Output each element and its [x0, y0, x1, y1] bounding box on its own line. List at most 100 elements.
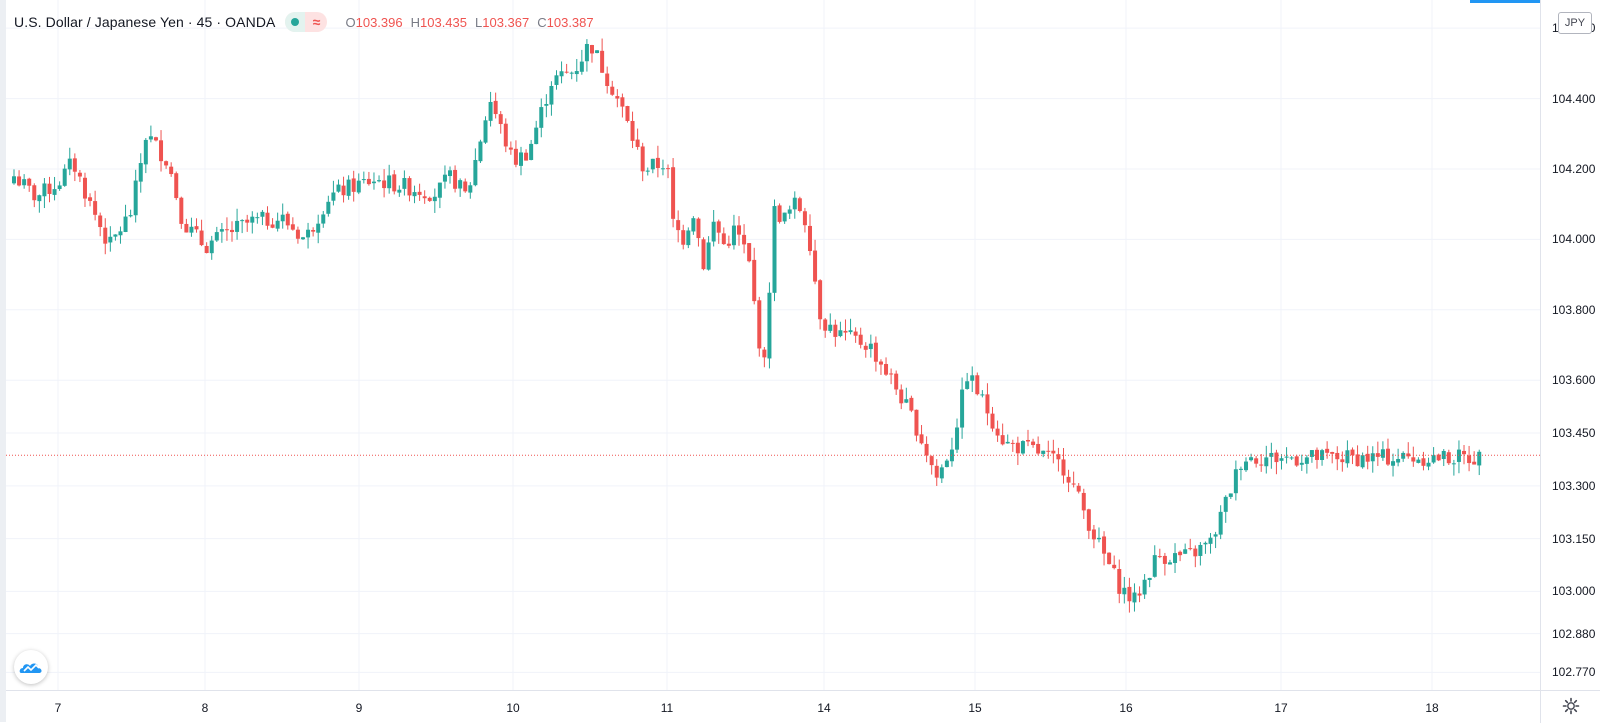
candle-217: [1112, 555, 1117, 570]
currency-badge[interactable]: JPY: [1558, 12, 1592, 34]
candle-8: [52, 176, 57, 201]
candle-15: [88, 193, 93, 207]
candle-156: [802, 207, 807, 233]
candle-13: [77, 169, 82, 183]
candle-body: [787, 209, 792, 214]
candle-103: [534, 120, 539, 145]
candle-body: [417, 191, 422, 195]
candle-body: [686, 230, 691, 246]
candle-body: [27, 178, 32, 186]
candle-body: [1041, 450, 1046, 454]
candle-body: [955, 427, 960, 450]
candle-219: [1122, 576, 1127, 604]
time-scale[interactable]: [6, 690, 1540, 723]
candle-289: [1477, 449, 1482, 476]
candle-body: [1238, 468, 1243, 470]
candle-body: [1036, 443, 1041, 454]
candle-233: [1193, 545, 1198, 568]
candle-body: [792, 197, 797, 210]
candle-body: [960, 389, 965, 428]
candle-17: [98, 212, 103, 237]
candle-body: [863, 345, 868, 350]
candle-196: [1005, 434, 1010, 444]
candle-6: [42, 177, 47, 209]
candle-65: [341, 176, 346, 203]
candle-body: [62, 168, 67, 186]
candle-127: [655, 145, 660, 178]
candle-35: [189, 217, 194, 237]
candle-body: [209, 240, 214, 254]
candle-258: [1320, 448, 1325, 466]
status-pill[interactable]: ≈: [285, 12, 328, 32]
candle-body: [1071, 483, 1076, 485]
candle-body: [128, 215, 133, 217]
candle-96: [498, 111, 503, 134]
candle-176: [904, 387, 909, 404]
candle-173: [889, 368, 894, 385]
candle-body: [1254, 458, 1259, 464]
candle-57: [300, 236, 305, 240]
candle-38: [204, 242, 209, 254]
candle-body: [1208, 537, 1213, 544]
candle-197: [1010, 439, 1015, 452]
candle-body: [508, 147, 513, 150]
candle-body: [544, 103, 549, 106]
candle-body: [1132, 592, 1137, 603]
candle-body: [311, 229, 316, 232]
candle-body: [1107, 552, 1112, 565]
candle-40: [214, 226, 219, 242]
candle-37: [199, 219, 204, 247]
candle-body: [828, 324, 833, 331]
candle-body: [138, 163, 143, 182]
candle-body: [189, 226, 194, 233]
candle-body: [640, 146, 645, 172]
candle-200: [1026, 429, 1030, 447]
candle-237: [1213, 531, 1218, 549]
candle-249: [1274, 449, 1279, 475]
candle-body: [1203, 542, 1208, 545]
candle-body: [813, 250, 818, 282]
symbol-title[interactable]: U.S. Dollar / Japanese Yen · 45 · OANDA: [14, 14, 276, 30]
candle-157: [807, 214, 812, 256]
candle-148: [762, 346, 767, 368]
candle-139: [716, 219, 721, 244]
candle-body: [1406, 453, 1411, 457]
candle-278: [1421, 451, 1426, 471]
candle-108: [559, 61, 564, 84]
candle-body: [747, 243, 752, 262]
candle-168: [863, 342, 868, 358]
candle-162: [833, 319, 838, 347]
candle-126: [650, 158, 655, 174]
candle-body: [944, 460, 949, 468]
candle-body: [1289, 457, 1294, 459]
candle-body: [72, 158, 77, 172]
candle-body: [1345, 450, 1350, 464]
candle-body: [1396, 458, 1401, 463]
candle-45: [240, 219, 245, 234]
candle-body: [1102, 536, 1107, 554]
candle-120: [620, 93, 625, 118]
gear-icon[interactable]: [1562, 697, 1580, 715]
candle-body: [321, 214, 326, 224]
candle-23: [128, 209, 133, 218]
candle-body: [235, 220, 240, 232]
candle-18: [103, 218, 108, 255]
candle-239: [1223, 495, 1228, 523]
price-tick-label: 103.600: [1552, 373, 1596, 388]
candle-body: [1178, 551, 1183, 556]
candle-180: [924, 436, 929, 463]
candle-112: [579, 49, 584, 75]
plot-area[interactable]: [6, 0, 1540, 690]
price-scale[interactable]: [1540, 0, 1600, 690]
candle-body: [88, 197, 93, 201]
candle-body: [1309, 450, 1314, 457]
candle-215: [1102, 531, 1107, 566]
candle-body: [878, 361, 883, 365]
candle-body: [726, 243, 731, 246]
candle-101: [524, 149, 529, 161]
candle-body: [255, 217, 260, 219]
candle-body: [1314, 449, 1319, 460]
candle-134: [691, 216, 696, 235]
candle-155: [797, 196, 802, 213]
tradingview-cloud-icon[interactable]: [14, 650, 48, 684]
